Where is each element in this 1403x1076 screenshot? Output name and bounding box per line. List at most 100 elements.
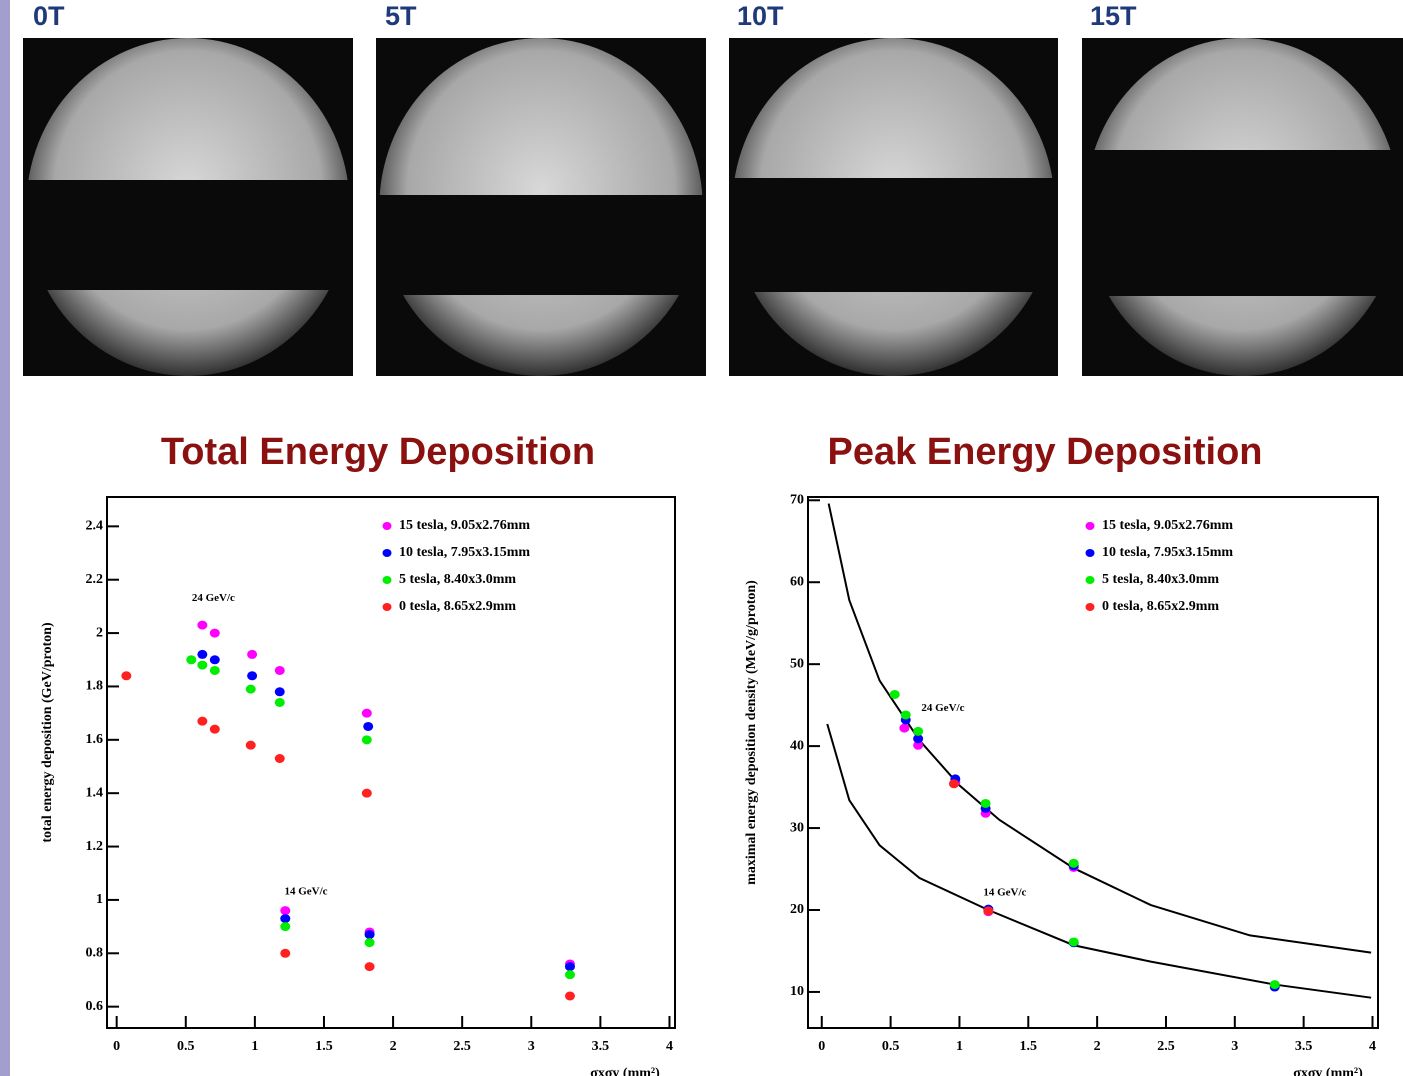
- annotation: 24 GeV/c: [921, 702, 964, 714]
- x-tick-label: 2.5: [1157, 1039, 1175, 1054]
- data-point: [274, 753, 285, 763]
- legend-label: 5 tesla, 8.40x3.0mm: [1102, 572, 1219, 587]
- y-tick-label: 40: [790, 738, 804, 753]
- data-point: [274, 697, 285, 707]
- data-point: [948, 779, 959, 789]
- data-point: [913, 740, 924, 750]
- panel-label: 15T: [1090, 1, 1137, 31]
- image-band: [23, 180, 353, 290]
- data-point: [361, 735, 372, 745]
- data-point: [245, 740, 256, 750]
- x-axis-label: σxσy (mm²): [1293, 1066, 1363, 1076]
- legend-label: 15 tesla, 9.05x2.76mm: [399, 518, 530, 533]
- x-tick-label: 0.5: [882, 1039, 900, 1054]
- data-point: [209, 628, 220, 638]
- x-tick-label: 0: [818, 1039, 825, 1054]
- plot-frame: [807, 496, 1379, 1029]
- legend-label: 10 tesla, 7.95x3.15mm: [1102, 545, 1233, 560]
- y-tick-label: 2.4: [86, 519, 104, 534]
- data-point: [1269, 980, 1280, 990]
- data-point: [364, 930, 375, 940]
- y-tick-label: 70: [790, 492, 804, 507]
- data-point: [564, 991, 575, 1001]
- data-point: [245, 684, 256, 694]
- data-point: [197, 716, 208, 726]
- legend-marker: [382, 576, 392, 584]
- data-point: [564, 962, 575, 972]
- x-tick-label: 1.5: [315, 1039, 333, 1054]
- data-point: [209, 724, 220, 734]
- legend-marker: [382, 549, 392, 557]
- y-tick-label: 1.8: [86, 679, 104, 694]
- chart-title: Peak Energy Deposition: [827, 431, 1262, 473]
- legend-marker: [1085, 576, 1095, 584]
- x-tick-label: 1.5: [1020, 1039, 1038, 1054]
- side-strip: [0, 0, 10, 1076]
- legend-label: 15 tesla, 9.05x2.76mm: [1102, 518, 1233, 533]
- legend-marker: [1085, 603, 1095, 611]
- y-tick-label: 1: [96, 892, 103, 907]
- y-tick-label: 60: [790, 574, 804, 589]
- legend-marker: [382, 603, 392, 611]
- x-tick-label: 4: [1369, 1039, 1376, 1054]
- data-point: [186, 655, 197, 665]
- y-axis-label: total energy deposition (GeV/proton): [40, 622, 55, 843]
- data-point: [363, 721, 374, 731]
- annotation: 14 GeV/c: [284, 885, 327, 897]
- x-tick-label: 0: [113, 1039, 120, 1054]
- data-point: [1068, 937, 1079, 947]
- image-band: [729, 178, 1058, 292]
- legend-label: 0 tesla, 8.65x2.9mm: [399, 599, 516, 614]
- x-tick-label: 4: [666, 1039, 673, 1054]
- y-tick-label: 0.6: [86, 999, 104, 1014]
- data-point: [280, 914, 291, 924]
- legend-marker: [1085, 522, 1095, 530]
- x-tick-label: 2: [390, 1039, 397, 1054]
- plot-frame: [106, 496, 676, 1029]
- data-point: [280, 906, 291, 916]
- x-tick-label: 1: [956, 1039, 963, 1054]
- data-point: [197, 620, 208, 630]
- x-tick-label: 2: [1094, 1039, 1101, 1054]
- annotation: 14 GeV/c: [983, 886, 1026, 898]
- data-point: [1068, 858, 1079, 868]
- data-point: [564, 970, 575, 980]
- data-point: [983, 906, 994, 916]
- data-point: [209, 655, 220, 665]
- x-tick-label: 2.5: [453, 1039, 471, 1054]
- x-tick-label: 1: [251, 1039, 258, 1054]
- fit-curve: [827, 503, 1372, 954]
- chart-title: Total Energy Deposition: [161, 431, 595, 473]
- data-point: [364, 962, 375, 972]
- image-band: [376, 195, 706, 295]
- data-point: [209, 665, 220, 675]
- panel-label: 5T: [385, 1, 417, 31]
- data-point: [274, 687, 285, 697]
- data-point: [121, 671, 132, 681]
- data-point: [361, 788, 372, 798]
- legend-label: 5 tesla, 8.40x3.0mm: [399, 572, 516, 587]
- data-point: [274, 665, 285, 675]
- data-point: [980, 798, 991, 808]
- panel-label: 10T: [737, 1, 784, 31]
- data-point: [899, 723, 910, 733]
- y-tick-label: 2.2: [86, 572, 104, 587]
- data-point: [913, 734, 924, 744]
- y-tick-label: 2: [96, 625, 103, 640]
- data-point: [247, 671, 258, 681]
- y-tick-label: 50: [790, 656, 804, 671]
- panel-label: 0T: [33, 1, 65, 31]
- data-point: [889, 689, 900, 699]
- data-point: [197, 660, 208, 670]
- image-band: [1082, 150, 1403, 296]
- data-point: [900, 710, 911, 720]
- x-tick-label: 3: [528, 1039, 535, 1054]
- fit-curve: [826, 723, 1372, 999]
- data-point: [361, 708, 372, 718]
- y-tick-label: 30: [790, 820, 804, 835]
- data-point: [247, 649, 258, 659]
- legend-marker: [382, 522, 392, 530]
- legend-label: 10 tesla, 7.95x3.15mm: [399, 545, 530, 560]
- data-point: [280, 948, 291, 958]
